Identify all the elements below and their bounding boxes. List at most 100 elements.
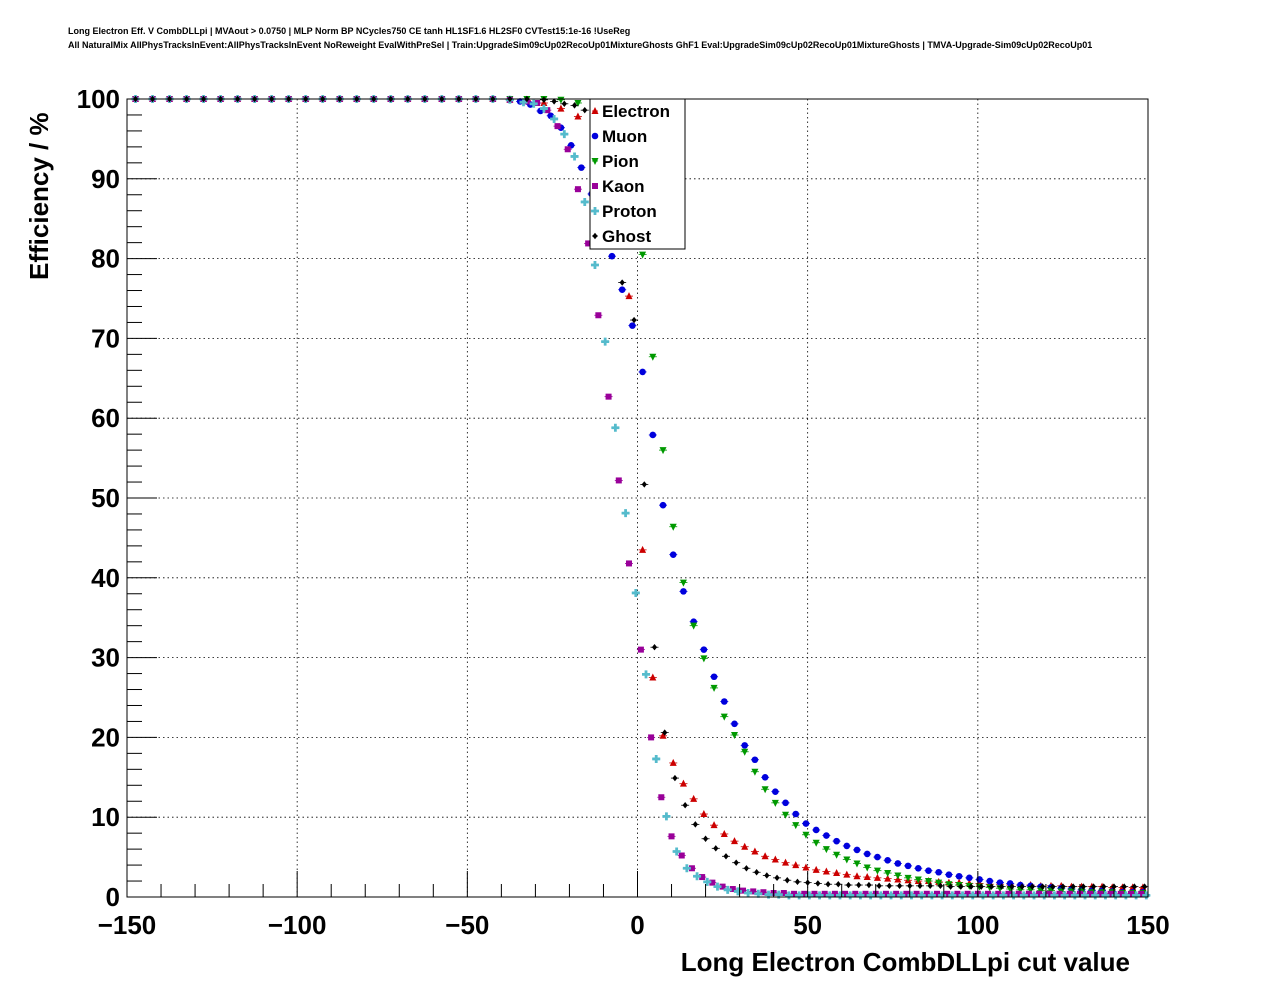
electron-point xyxy=(624,292,633,300)
kaon-point xyxy=(624,560,633,567)
electron-point xyxy=(853,872,862,880)
ghost-point xyxy=(783,877,792,884)
muon-point xyxy=(750,756,759,764)
electron-point xyxy=(659,731,668,739)
kaon-point xyxy=(963,890,972,897)
kaon-point xyxy=(749,888,758,895)
ghost-point xyxy=(1079,883,1088,890)
electron-point xyxy=(573,112,582,120)
pion-point xyxy=(761,786,770,794)
muon-point xyxy=(659,501,668,509)
muon-point xyxy=(720,698,729,705)
ghost-point xyxy=(742,865,751,872)
proton-point xyxy=(1009,891,1018,900)
y-axis-label: Efficiency / % xyxy=(24,112,54,280)
ghost-point xyxy=(732,859,741,866)
pion-point xyxy=(679,579,688,587)
proton-point xyxy=(795,891,804,900)
proton-point xyxy=(1060,891,1069,900)
ghost-point xyxy=(650,644,659,651)
kaon-point xyxy=(861,890,870,897)
muon-point xyxy=(781,799,790,807)
legend-entry-electron: Electron xyxy=(591,102,670,121)
x-axis-label: Long Electron CombDLLpi cut value xyxy=(681,947,1130,977)
ghost-point xyxy=(681,802,690,809)
kaon-point xyxy=(984,890,993,897)
electron-point xyxy=(679,779,688,787)
proton-point xyxy=(662,812,671,821)
proton-point xyxy=(713,882,722,891)
ghost-point xyxy=(630,316,639,324)
kaon-point xyxy=(573,186,582,193)
ghost-point xyxy=(834,881,843,888)
x-tick-label: 50 xyxy=(793,910,822,940)
electron-point xyxy=(730,837,739,845)
proton-point xyxy=(1070,891,1079,900)
muon-point xyxy=(812,826,821,834)
y-tick-label: 0 xyxy=(106,882,120,912)
pion-point xyxy=(720,713,729,721)
muon-point xyxy=(985,877,994,885)
ghost-point xyxy=(997,883,1006,890)
pion-point xyxy=(853,860,862,868)
electron-point xyxy=(689,794,698,802)
ghost-point xyxy=(752,869,761,876)
proton-point xyxy=(529,99,538,108)
proton-point xyxy=(764,890,773,899)
kaon-point xyxy=(604,393,613,400)
ghost-point xyxy=(915,882,924,890)
muon-point xyxy=(955,872,964,880)
pion-point xyxy=(832,851,841,859)
muon-point xyxy=(801,820,810,827)
pion-point xyxy=(791,822,800,830)
legend-entry-ghost: Ghost xyxy=(592,227,651,246)
proton-point xyxy=(621,509,630,518)
proton-point xyxy=(1121,891,1130,900)
kaon-point xyxy=(657,794,666,801)
legend-label: Ghost xyxy=(602,227,651,246)
legend-label: Pion xyxy=(602,152,639,171)
proton-point xyxy=(978,891,987,900)
ghost-point xyxy=(560,100,569,107)
legend-label: Muon xyxy=(602,127,647,146)
ghost-point xyxy=(824,881,833,888)
proton-point xyxy=(1019,891,1028,900)
proton-point xyxy=(1029,891,1038,900)
kaon-point xyxy=(922,890,931,897)
pion-point xyxy=(730,732,739,740)
ghost-point xyxy=(701,835,710,842)
y-tick-label: 50 xyxy=(91,483,120,513)
proton-point xyxy=(611,423,620,432)
y-tick-label: 100 xyxy=(77,84,120,114)
proton-point xyxy=(1132,891,1141,900)
kaon-point xyxy=(790,890,799,897)
proton-point xyxy=(897,891,906,900)
muon-point xyxy=(679,588,688,595)
pion-point xyxy=(710,684,719,692)
proton-point xyxy=(917,891,926,900)
ghost-point xyxy=(1048,883,1057,890)
ghost-point xyxy=(1120,883,1129,890)
muon-point xyxy=(873,853,882,861)
kaon-point xyxy=(932,890,941,897)
x-tick-label: 150 xyxy=(1126,910,1169,940)
kaon-point xyxy=(841,890,850,897)
pion-point xyxy=(573,99,582,107)
proton-point xyxy=(642,670,651,679)
ghost-point xyxy=(550,98,559,105)
grid-lines xyxy=(127,99,1148,897)
proton-point xyxy=(856,891,865,900)
proton-point xyxy=(784,891,793,900)
ghost-point xyxy=(1038,883,1047,890)
ghost-point xyxy=(854,881,863,889)
kaon-point xyxy=(953,890,962,897)
ghost-point xyxy=(956,883,965,890)
pion-point xyxy=(781,811,790,819)
ghost-point xyxy=(977,883,986,890)
muon-point xyxy=(893,860,902,867)
proton-point xyxy=(601,337,610,346)
kaon-point xyxy=(994,890,1003,897)
y-tick-label: 60 xyxy=(91,403,120,433)
